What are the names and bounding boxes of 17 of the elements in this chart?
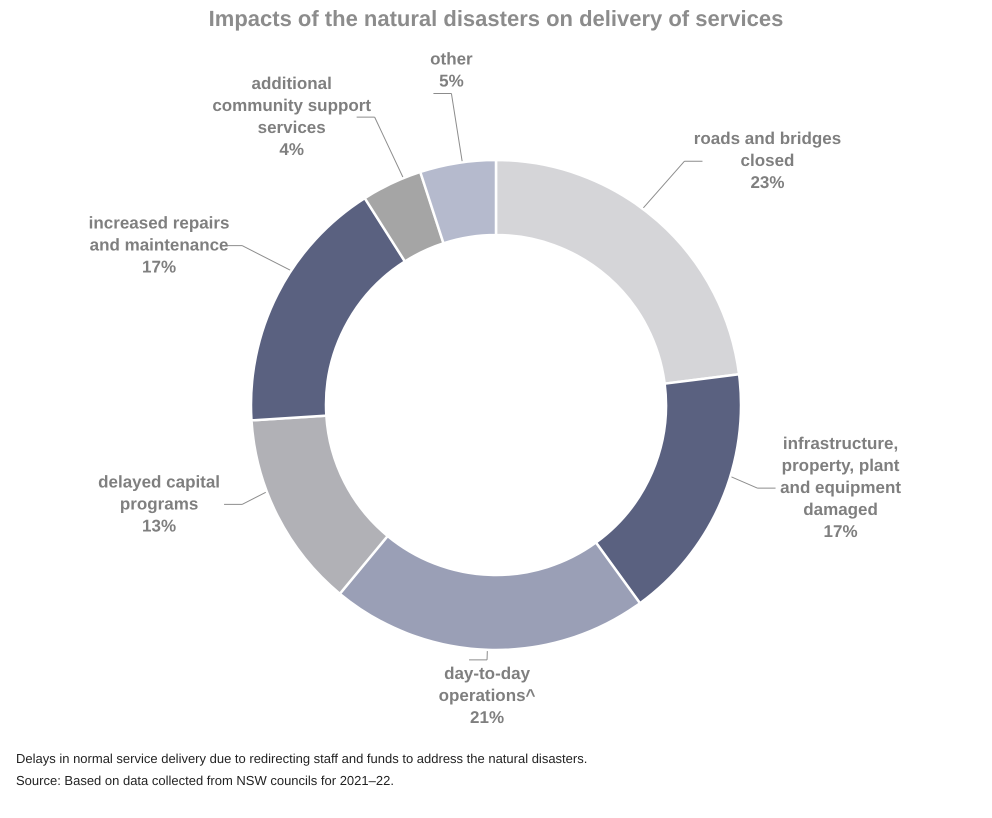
slice-label: other: [430, 50, 474, 69]
text: Delays in normal service delivery due to redirecting staff and funds to address the natural disasters.: [16, 751, 588, 766]
slice-label: increased repairs and maintenance: [88, 214, 230, 255]
data-label: 4%: [279, 140, 304, 160]
slice-label: delayed capital programs: [98, 472, 220, 514]
data-label: 17%: [142, 258, 176, 277]
chart-title: Impacts of the natural disasters on delivery of services: [208, 6, 784, 31]
data-label: 13%: [142, 516, 176, 536]
slice-label: day-to-day operations^: [438, 664, 536, 705]
source-note: Source: Based on data collected from NSW councils for 2021–22.: [16, 773, 394, 788]
data-label: 17%: [824, 522, 858, 542]
slice-label: additional community support services: [212, 74, 372, 138]
data-label: 23%: [750, 173, 784, 192]
slice-label: infrastructure, property, plant and equipment damaged: [780, 434, 902, 520]
data-label: 21%: [470, 708, 504, 727]
data-label: 5%: [439, 72, 464, 91]
slice-label: roads and bridges closed: [694, 129, 842, 170]
